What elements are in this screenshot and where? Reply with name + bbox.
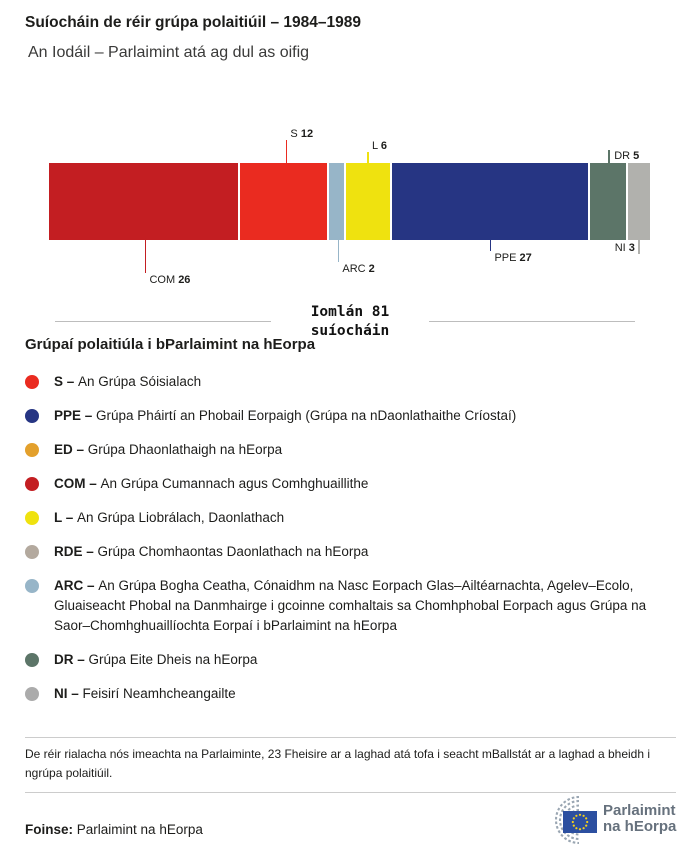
legend-color-dot	[25, 409, 39, 423]
source-line: Foinse: Parlaimint na hEorpa	[25, 822, 203, 837]
procedural-note: De réir rialacha nós imeachta na Parlaim…	[25, 737, 676, 793]
legend-color-dot	[25, 443, 39, 457]
total-seats-line1: Iomlán 81	[310, 304, 390, 320]
bar-label-ppe: PPE 27	[494, 252, 532, 264]
page-title: Suíocháin de réir grúpa polaitiúil – 198…	[25, 14, 361, 31]
legend-item-text: ARC – An Grúpa Bogha Ceatha, Cónaidhm na…	[54, 578, 647, 633]
legend-heading: Grúpaí polaitiúla i bParlaimint na hEorp…	[25, 336, 316, 353]
legend-list: S – An Grúpa Sóisialach PPE – Grúpa Pháir…	[25, 372, 670, 718]
bar-callout-line-ni	[638, 240, 640, 254]
legend-color-dot	[25, 375, 39, 389]
total-rule-right	[429, 321, 635, 322]
source-value: Parlaimint na hEorpa	[76, 822, 203, 837]
bar-segment-ppe	[391, 163, 588, 240]
bar-callout-line-dr	[608, 150, 610, 163]
legend-item-s: S – An Grúpa Sóisialach	[25, 372, 670, 392]
european-parliament-logo: Parlaimint na hEorpa	[527, 796, 692, 846]
legend-item-com: COM – An Grúpa Cumannach agus Comhghuail…	[25, 474, 670, 494]
legend-item-ppe: PPE – Grúpa Pháirtí an Phobail Eorpaigh …	[25, 406, 670, 426]
legend-item-text: DR – Grúpa Eite Dheis na hEorpa	[54, 652, 258, 667]
bar-callout-line-s	[285, 140, 288, 163]
page-subtitle: An Iodáil – Parlaimint atá ag dul as oif…	[28, 44, 310, 61]
legend-item-arc: ARC – An Grúpa Bogha Ceatha, Cónaidhm na…	[25, 576, 670, 636]
bar-label-arc: ARC 2	[342, 263, 375, 275]
legend-item-text: PPE – Grúpa Pháirtí an Phobail Eorpaigh …	[54, 408, 517, 423]
bar-segment-arc	[329, 163, 344, 240]
legend-item-text: RDE – Grúpa Chomhaontas Daonlathach na h…	[54, 544, 369, 559]
bar-label-com: COM 26	[149, 274, 191, 286]
legend-item-text: NI – Feisirí Neamhcheangailte	[54, 686, 236, 701]
legend-color-dot	[25, 687, 39, 701]
bar-callout-line-ppe	[489, 240, 492, 251]
bar-segment-ni	[628, 163, 650, 240]
bar-label-s: S 12	[290, 128, 314, 140]
bar-label-l: L 6	[372, 140, 387, 152]
bar-label-ni: NI 3	[614, 242, 635, 254]
legend-item-text: COM – An Grúpa Cumannach agus Comhghuail…	[54, 476, 369, 491]
legend-item-text: ED – Grúpa Dhaonlathaigh na hEorpa	[54, 442, 283, 457]
bar-label-dr: DR 5	[614, 150, 640, 162]
total-rule-left	[55, 321, 271, 322]
bar-callout-line-l	[367, 152, 369, 163]
logo-wordmark-line1: Parlaimint	[603, 802, 676, 819]
stacked-seat-bar	[49, 163, 650, 240]
bar-segment-l	[345, 163, 390, 240]
legend-color-dot	[25, 653, 39, 667]
bar-callout-line-arc	[337, 240, 340, 262]
legend-item-rde: RDE – Grúpa Chomhaontas Daonlathach na h…	[25, 542, 670, 562]
logo-wordmark: Parlaimint na hEorpa	[603, 803, 676, 835]
legend-color-dot	[25, 477, 39, 491]
legend-color-dot	[25, 579, 39, 593]
total-seats-label: Iomlán 81 suíocháin	[0, 303, 700, 341]
logo-wordmark-line2: na hEorpa	[603, 818, 677, 835]
legend-item-text: S – An Grúpa Sóisialach	[54, 374, 202, 389]
legend-color-dot	[25, 545, 39, 559]
legend-item-ed: ED – Grúpa Dhaonlathaigh na hEorpa	[25, 440, 670, 460]
bar-segment-s	[240, 163, 328, 240]
eu-flag-icon	[563, 811, 597, 833]
bar-callout-line-com	[144, 240, 147, 273]
legend-item-text: L – An Grúpa Liobrálach, Daonlathach	[54, 510, 285, 525]
bar-segment-com	[49, 163, 239, 240]
legend-item-dr: DR – Grúpa Eite Dheis na hEorpa	[25, 650, 670, 670]
legend-color-dot	[25, 511, 39, 525]
legend-item-ni: NI – Feisirí Neamhcheangailte	[25, 684, 670, 704]
bar-segment-dr	[589, 163, 627, 240]
legend-item-l: L – An Grúpa Liobrálach, Daonlathach	[25, 508, 670, 528]
source-label: Foinse:	[25, 822, 74, 837]
total-seats-line2: suíocháin	[310, 323, 390, 339]
